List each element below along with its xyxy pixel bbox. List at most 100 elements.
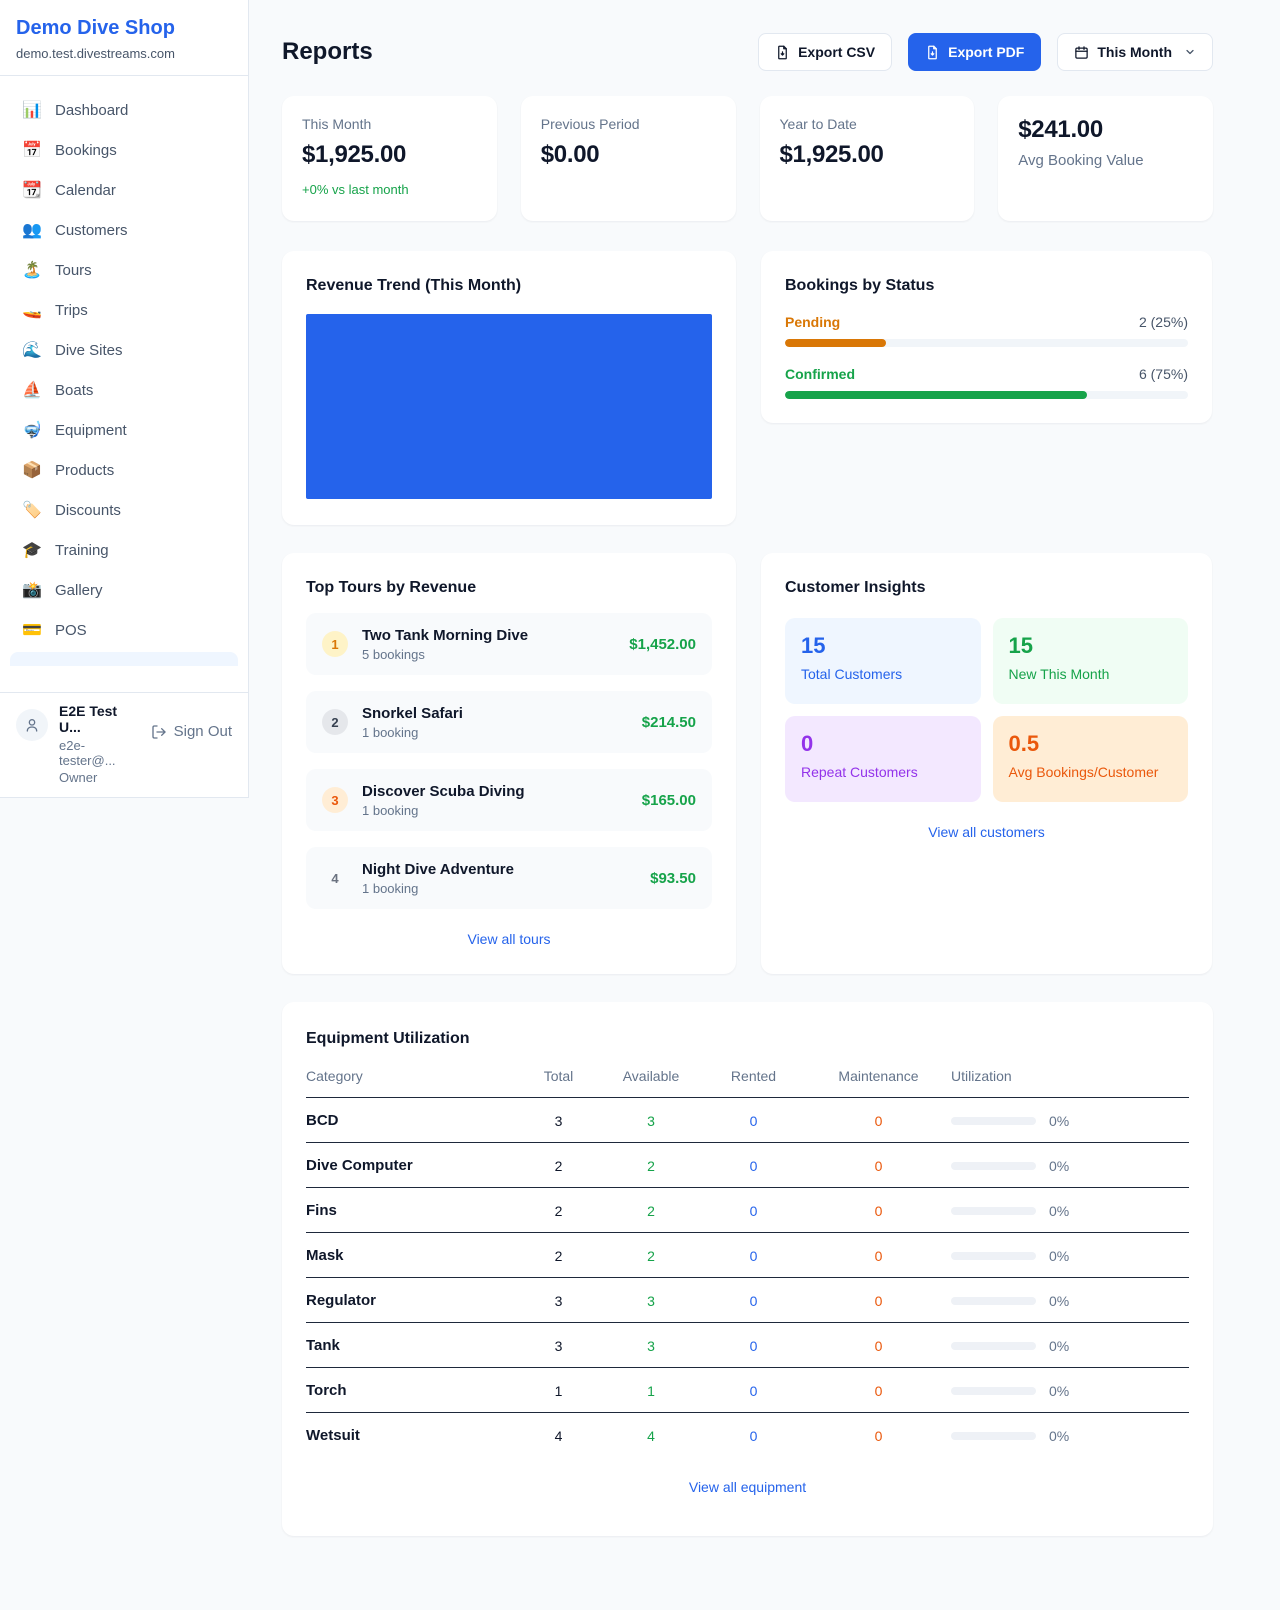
sidebar-item-label: Discounts [55,501,121,519]
utilization-bar [951,1431,1036,1440]
revenue-trend-card: Revenue Trend (This Month) [282,251,736,525]
sidebar-item-pos[interactable]: 💳 POS [8,610,240,650]
tour-bookings: 1 booking [362,724,419,740]
tour-row[interactable]: 1 Two Tank Morning Dive 5 bookings $1,45… [306,613,712,675]
status-label-pending: Pending [785,314,841,330]
tour-name: Snorkel Safari [362,704,463,722]
equipment-utilization-cell: 0% [951,1203,1189,1219]
equipment-maintenance: 0 [874,1382,883,1399]
sidebar-item-label: Trips [55,301,88,319]
insight-tiles: 15 Total Customers 15 New This Month 0 R… [785,618,1188,802]
user-email: e2e-tester@... [59,738,116,768]
tile-avg-bookings-per-customer: 0.5 Avg Bookings/Customer [992,716,1188,802]
sidebar-item-bookings[interactable]: 📅 Bookings [8,130,240,170]
equipment-total: 2 [554,1202,563,1219]
view-all-tours-link[interactable]: View all tours [467,931,551,947]
equipment-utilization-title: Equipment Utilization [306,1030,470,1047]
chevron-down-icon [1186,49,1194,55]
export-csv-button[interactable]: Export CSV [758,33,893,71]
sidebar-header: Demo Dive Shop demo.test.divestreams.com [0,0,248,76]
shop-domain: demo.test.divestreams.com [16,46,175,61]
products-icon: 📦 [22,462,42,479]
sidebar-item-products[interactable]: 📦 Products [8,450,240,490]
sidebar-item-boats[interactable]: ⛵ Boats [8,370,240,410]
equipment-icon: 🤿 [22,422,42,439]
gallery-icon: 📸 [22,582,42,599]
equipment-available: 2 [647,1157,655,1174]
table-row: Tank 3 3 0 0 0% [306,1323,1189,1368]
trips-icon: 🚤 [22,302,42,319]
equipment-maintenance: 0 [874,1202,883,1219]
file-download-icon [928,45,937,59]
stat-card-this-month: This Month $1,925.00 +0% vs last month [282,96,497,221]
utilization-percent: 0% [1049,1382,1070,1399]
stat-value: $0.00 [540,141,600,168]
progress-track [785,339,1188,347]
view-all-customers-link[interactable]: View all customers [928,824,1045,840]
dive-sites-icon: 🌊 [22,342,42,359]
sidebar-item-dive-sites[interactable]: 🌊 Dive Sites [8,330,240,370]
sidebar-item-reports-active-partial[interactable] [10,652,238,666]
equipment-utilization-cell: 0% [951,1248,1189,1264]
equipment-rented: 0 [749,1112,758,1129]
sidebar-item-equipment[interactable]: 🤿 Equipment [8,410,240,450]
top-tours-card: Top Tours by Revenue 1 Two Tank Morning … [282,553,736,974]
equipment-total: 4 [554,1427,563,1444]
tour-row[interactable]: 3 Discover Scuba Diving 1 booking $165.0… [306,769,712,831]
main-content: Reports Export CSV Export PDF This Month [249,0,1280,1576]
tour-row[interactable]: 2 Snorkel Safari 1 booking $214.50 [306,691,712,753]
sidebar-item-customers[interactable]: 👥 Customers [8,210,240,250]
sign-out-button[interactable]: Sign Out [151,723,232,740]
utilization-percent: 0% [1049,1427,1070,1444]
sidebar-item-discounts[interactable]: 🏷️ Discounts [8,490,240,530]
equipment-available: 3 [647,1112,655,1129]
tour-bookings: 1 booking [362,880,419,896]
utilization-bar [951,1206,1036,1215]
rank-badge: 1 [322,631,348,657]
table-row: Torch 1 1 0 0 0% [306,1368,1189,1413]
equipment-total: 1 [554,1382,563,1399]
sidebar-item-dashboard[interactable]: 📊 Dashboard [8,90,240,130]
equipment-category: Regulator [306,1292,377,1309]
sidebar-item-tours[interactable]: 🏝️ Tours [8,250,240,290]
table-row: Dive Computer 2 2 0 0 0% [306,1143,1189,1188]
equipment-utilization-cell: 0% [951,1113,1189,1129]
bookings-by-status-card: Bookings by Status Pending 2 (25%) Confi… [761,251,1212,423]
sidebar-item-gallery[interactable]: 📸 Gallery [8,570,240,610]
sidebar-item-label: Dashboard [55,101,129,119]
stat-cards-row: This Month $1,925.00 +0% vs last month P… [282,96,1213,221]
tour-row[interactable]: 4 Night Dive Adventure 1 booking $93.50 [306,847,712,909]
utilization-percent: 0% [1049,1112,1070,1129]
equipment-available: 1 [647,1382,655,1399]
equipment-utilization-cell: 0% [951,1428,1189,1444]
header-actions: Export CSV Export PDF This Month [758,33,1213,71]
view-all-equipment-link[interactable]: View all equipment [688,1479,807,1495]
utilization-bar [951,1386,1036,1395]
tile-label: New This Month [1008,666,1110,682]
equipment-utilization-cell: 0% [951,1383,1189,1399]
equipment-total: 3 [554,1292,563,1309]
sidebar-item-trips[interactable]: 🚤 Trips [8,290,240,330]
stat-delta: +0% vs last month [302,182,409,197]
sidebar-item-label: Equipment [55,421,127,439]
sidebar-item-calendar[interactable]: 📆 Calendar [8,170,240,210]
col-maintenance: Maintenance [838,1068,919,1084]
top-tours-title: Top Tours by Revenue [306,579,477,596]
sidebar-item-label: Training [55,541,109,559]
equipment-maintenance: 0 [874,1112,883,1129]
equipment-table: Category Total Available Rented Maintena… [306,1068,1189,1457]
app-root: Demo Dive Shop demo.test.divestreams.com… [0,0,1280,1576]
utilization-percent: 0% [1049,1202,1070,1219]
rank-badge: 3 [322,787,348,813]
equipment-category: Tank [306,1337,340,1354]
export-pdf-button[interactable]: Export PDF [908,33,1042,71]
revenue-trend-chart [306,314,712,499]
tour-bookings: 1 booking [362,802,419,818]
equipment-category: Torch [306,1382,347,1399]
sidebar-item-label: Boats [55,381,94,399]
period-dropdown[interactable]: This Month [1057,33,1213,71]
equipment-rented: 0 [749,1157,758,1174]
tour-bookings: 5 bookings [362,646,425,662]
sidebar-item-training[interactable]: 🎓 Training [8,530,240,570]
equipment-rented: 0 [749,1337,758,1354]
